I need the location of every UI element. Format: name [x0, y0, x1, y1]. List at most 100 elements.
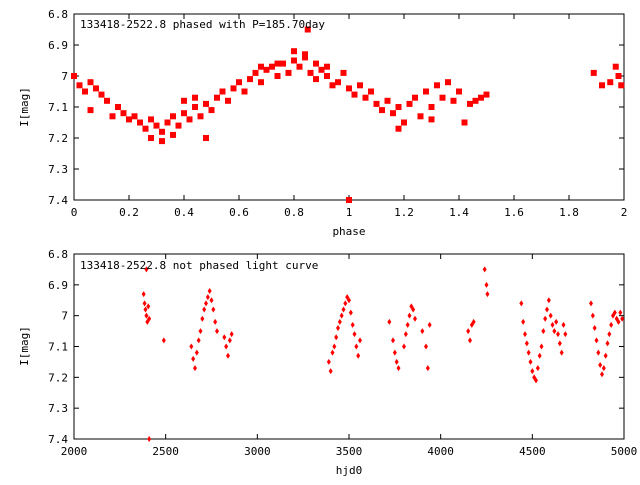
- data-point: [170, 113, 176, 120]
- data-point: [358, 337, 362, 344]
- data-point: [196, 337, 201, 344]
- data-point: [357, 82, 363, 89]
- data-point: [530, 368, 535, 375]
- x-tick-label: 1.2: [394, 206, 414, 219]
- data-point: [557, 340, 562, 347]
- data-point: [478, 94, 484, 101]
- data-point: [200, 315, 205, 322]
- data-point: [285, 69, 292, 76]
- data-point: [412, 94, 418, 101]
- data-point: [373, 100, 380, 107]
- data-point: [612, 63, 619, 70]
- data-point: [202, 306, 207, 313]
- x-tick-labels: 2000 2500 3000 3500 4000 4500 5000: [61, 445, 638, 458]
- data-point: [159, 128, 165, 135]
- x-tick-label: 0.8: [284, 206, 304, 219]
- data-point: [348, 309, 353, 316]
- data-point: [313, 76, 319, 83]
- x-tick-label: 4000: [427, 445, 454, 458]
- data-point: [394, 358, 399, 365]
- data-point: [137, 119, 143, 126]
- data-point: [186, 116, 193, 123]
- data-point: [98, 91, 105, 98]
- data-point: [71, 73, 77, 79]
- data-point: [423, 88, 429, 95]
- data-point: [559, 349, 564, 356]
- data-point: [618, 309, 623, 316]
- y-tick-label: 6.9: [48, 279, 68, 292]
- x-tick-label: 5000: [611, 445, 638, 458]
- data-point: [434, 82, 440, 89]
- data-point: [616, 318, 621, 325]
- x-tick-label: 1: [346, 206, 353, 219]
- data-point: [236, 79, 242, 86]
- data-point: [181, 110, 187, 117]
- data-point: [211, 306, 216, 313]
- data-point: [258, 79, 264, 86]
- axis-ticks: [73, 13, 625, 201]
- data-point: [274, 60, 281, 67]
- data-point: [526, 349, 531, 356]
- y-tick-labels: 6.8 6.9 7 7.1 7.2 7.3 7.4: [48, 8, 68, 207]
- data-point: [224, 343, 229, 350]
- data-point: [420, 328, 425, 335]
- data-point: [194, 349, 199, 356]
- data-point: [193, 365, 197, 372]
- data-point: [407, 312, 412, 319]
- data-point: [148, 135, 154, 141]
- data-point: [521, 318, 526, 325]
- data-point: [337, 318, 342, 325]
- y-tick-label: 7: [61, 310, 68, 323]
- data-point: [335, 79, 341, 86]
- data-point: [181, 97, 187, 104]
- chart-title: 133418-2522.8 not phased light curve: [80, 259, 318, 272]
- data-point: [341, 306, 346, 313]
- data-point: [523, 331, 527, 338]
- data-point: [318, 66, 325, 73]
- data-point: [326, 358, 331, 365]
- x-tick-label: 3000: [244, 445, 271, 458]
- data-point: [379, 107, 385, 114]
- data-point: [170, 131, 176, 138]
- data-point: [543, 315, 548, 322]
- data-point: [445, 79, 451, 86]
- data-point: [589, 300, 593, 307]
- data-point: [541, 328, 546, 335]
- data-point: [142, 125, 149, 132]
- data-point: [545, 306, 549, 313]
- x-axis-label: hjd0: [336, 464, 363, 477]
- data-point: [161, 337, 166, 344]
- data-point: [219, 88, 226, 95]
- y-tick-label: 7: [61, 70, 68, 83]
- data-point: [291, 57, 297, 64]
- data-point: [226, 352, 230, 359]
- data-point: [607, 331, 612, 338]
- data-point: [328, 368, 333, 375]
- data-point: [332, 343, 337, 350]
- data-point: [197, 113, 204, 120]
- data-point: [143, 306, 148, 313]
- data-point: [590, 312, 595, 319]
- data-point: [471, 318, 476, 325]
- y-tick-label: 7.1: [48, 341, 68, 354]
- data-point: [213, 318, 218, 325]
- data-point: [346, 197, 352, 203]
- data-point: [615, 73, 622, 79]
- data-point: [609, 321, 614, 328]
- data-point: [390, 110, 396, 117]
- data-point: [466, 328, 471, 335]
- data-point: [468, 337, 472, 344]
- data-point: [198, 328, 203, 335]
- data-point: [192, 94, 198, 101]
- data-point: [263, 66, 270, 73]
- data-point: [304, 26, 311, 33]
- data-point: [605, 340, 610, 347]
- phased-light-curve-panel: 0 0.2 0.4 0.6 0.8 1 1.2 1.4 1.6 1.8 2 6.8 6.9 7 7.1 7.…: [18, 8, 627, 238]
- unphased-light-curve-panel: 2000 2500 3000 3500 4000 4500 5000 6.8 6.9 7 7.1 7…: [18, 248, 637, 477]
- data-point: [153, 122, 160, 129]
- data-point: [563, 331, 568, 338]
- data-point: [241, 88, 248, 95]
- data-point: [82, 88, 88, 95]
